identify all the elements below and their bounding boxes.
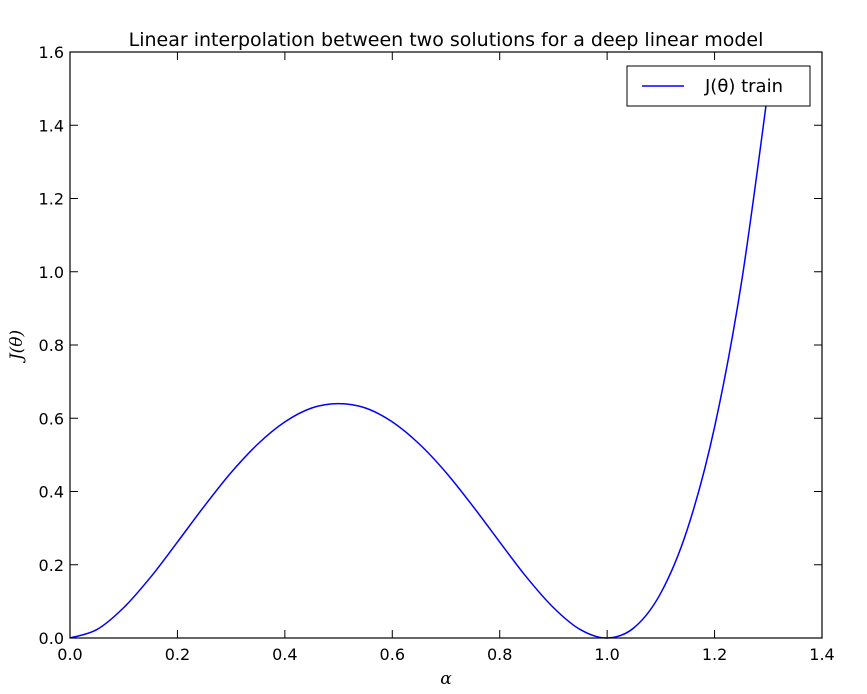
legend-label-j-theta-train: J(θ) train: [704, 76, 783, 97]
y-tick-label: 0.6: [39, 409, 64, 428]
x-tick-label: 1.0: [594, 645, 619, 664]
x-tick-label: 0.8: [487, 645, 512, 664]
y-tick-label: 0.4: [39, 483, 64, 502]
y-tick-label: 1.2: [39, 190, 64, 209]
x-axis-label: α: [440, 669, 452, 689]
y-tick-label: 0.2: [39, 556, 64, 575]
plot-area: [69, 88, 770, 639]
y-tick-label: 0.8: [39, 336, 64, 355]
x-tick-label: 1.2: [702, 645, 727, 664]
x-tick-label: 0.0: [57, 645, 82, 664]
series-line-0: [69, 88, 770, 639]
x-tick-label: 0.2: [165, 645, 190, 664]
y-tick-label: 1.4: [39, 116, 64, 135]
plot-frame: [69, 51, 823, 639]
chart-title: Linear interpolation between two solutio…: [129, 29, 764, 51]
x-tick-label: 1.4: [809, 645, 834, 664]
x-tick-label: 0.6: [380, 645, 405, 664]
y-tick-label: 1.0: [39, 263, 64, 282]
x-tick-label: 0.4: [272, 645, 297, 664]
y-axis-label: J(θ): [7, 330, 27, 363]
legend: J(θ) train: [626, 65, 811, 107]
y-tick-label: 0.0: [39, 629, 64, 648]
x-axis: 0.0 0.2 0.4 0.6 0.8 1.0 1.2 1.4: [57, 52, 835, 664]
y-tick-label: 1.6: [39, 43, 64, 62]
y-axis: 0.0 0.2 0.4 0.6 0.8 1.0 1.2 1.4 1.6: [39, 43, 822, 648]
